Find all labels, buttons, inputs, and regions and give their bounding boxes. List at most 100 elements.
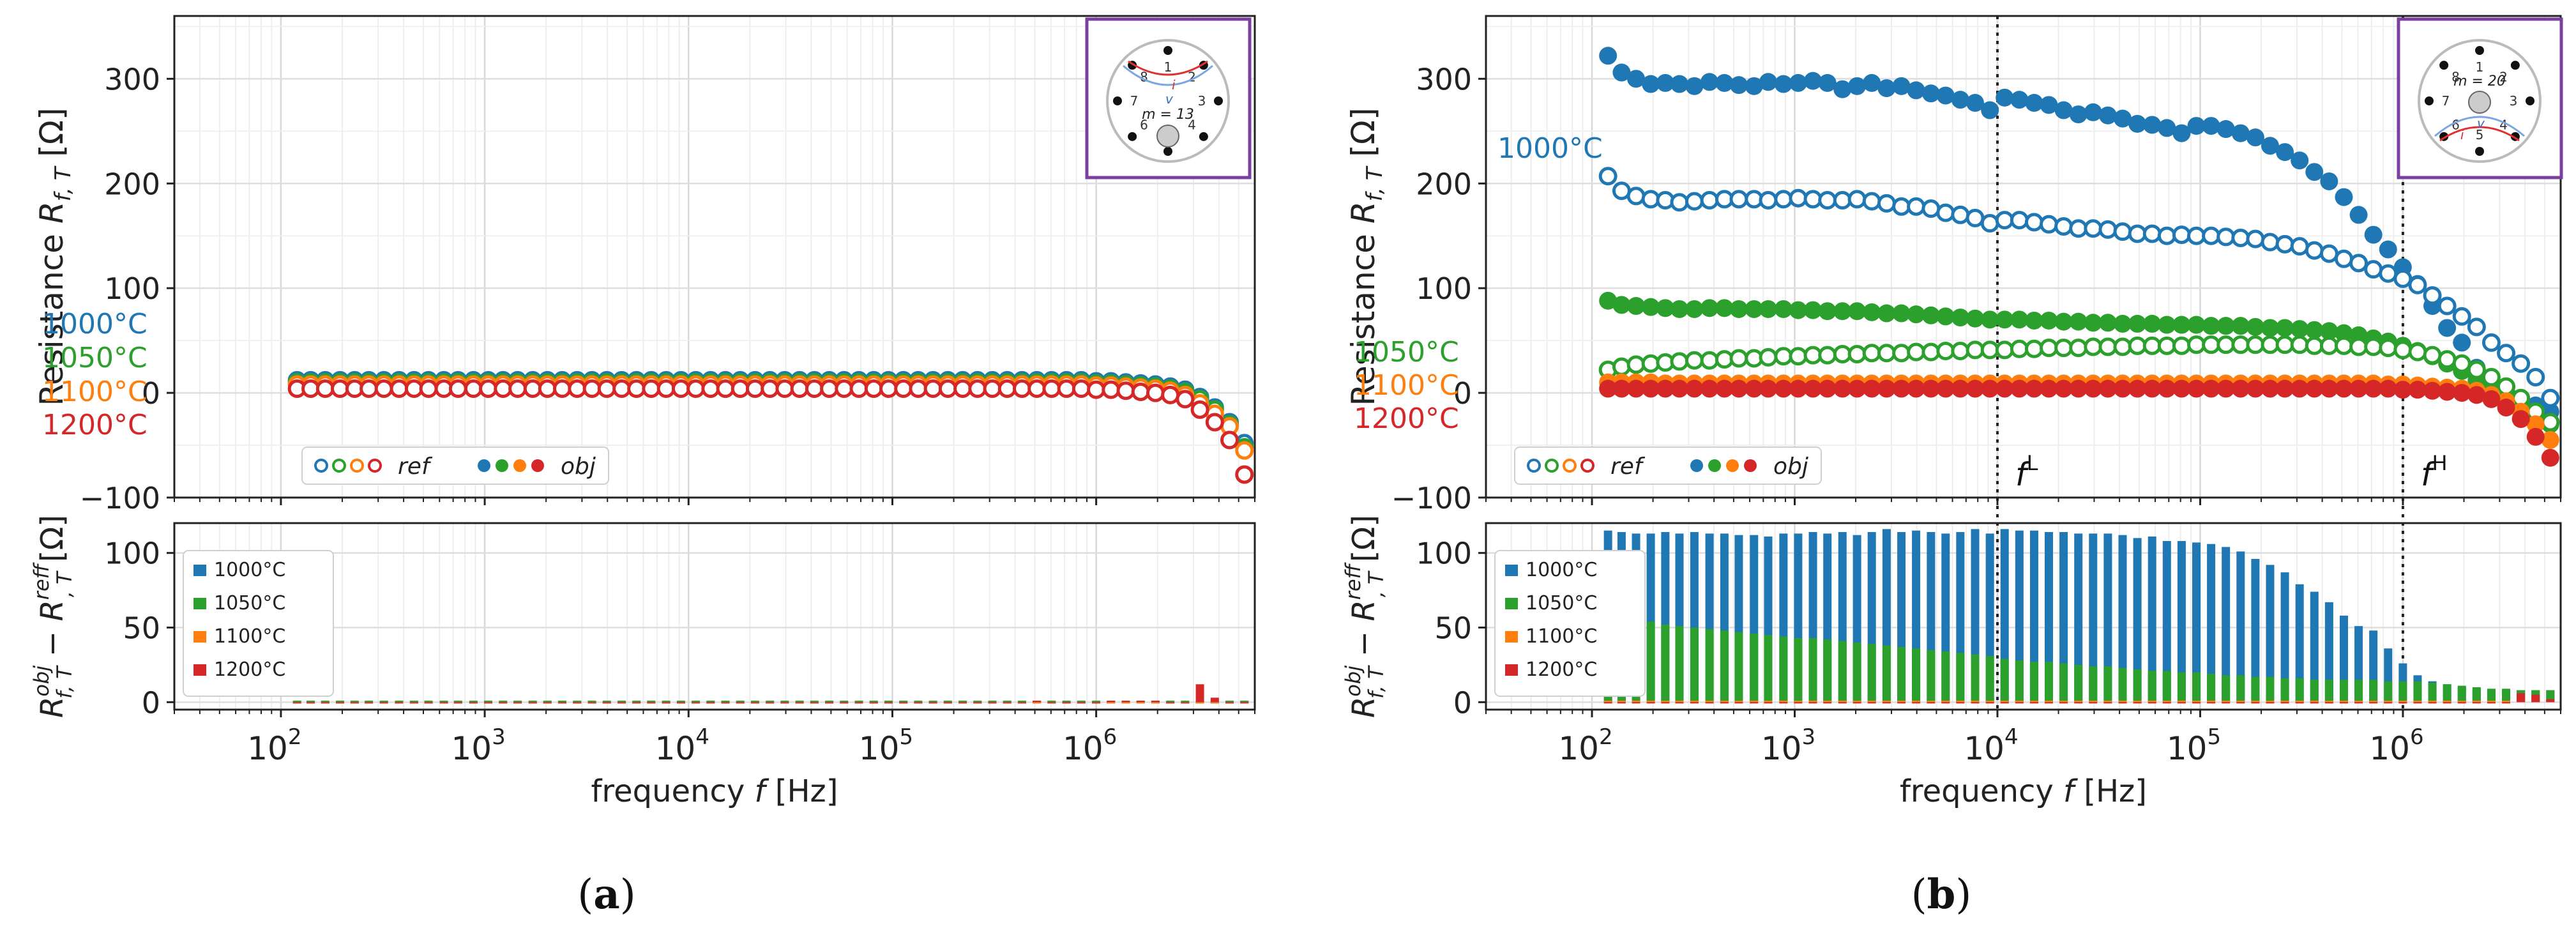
bar: [2118, 667, 2127, 703]
data-point: [1599, 47, 1618, 65]
bar: [780, 702, 789, 704]
data-point: [2069, 312, 2087, 331]
y-label-sym: R: [34, 697, 70, 718]
bar: [1720, 630, 1729, 703]
bar: [2324, 602, 2333, 703]
data-point: [1892, 77, 1911, 95]
y-label-sup: ref: [29, 561, 54, 600]
y-label-space: [1346, 621, 1382, 631]
bar: [2044, 662, 2053, 703]
data-point: [686, 379, 706, 399]
tank-outline: [2418, 39, 2542, 163]
bar: [2531, 694, 2540, 703]
bar: [1661, 702, 1670, 704]
data-point: [1729, 300, 1748, 318]
data-point: [2453, 333, 2471, 352]
bar: [2015, 660, 2024, 703]
bar: [1077, 700, 1086, 703]
data-point: [2276, 379, 2294, 398]
data-point: [1220, 430, 1239, 450]
data-point: [1951, 379, 1969, 398]
temp-annotation: 1000°C: [42, 308, 148, 340]
bar: [2517, 693, 2526, 703]
data-point: [1907, 379, 1925, 398]
data-point: [2187, 226, 2206, 245]
bar: [484, 700, 493, 703]
bar: [2413, 681, 2422, 703]
data-point: [2128, 336, 2147, 355]
bar: [1823, 639, 1832, 703]
bar: [2428, 700, 2437, 703]
data-point: [1161, 385, 1180, 404]
data-point: [2172, 379, 2191, 398]
data-point: [2290, 237, 2309, 256]
bar: [2413, 702, 2422, 704]
data-point: [1656, 379, 1674, 398]
data-point: [2261, 319, 2279, 337]
bar: [2148, 702, 2156, 704]
bar: [795, 700, 804, 703]
data-point: [1892, 379, 1911, 398]
bar: [662, 700, 671, 703]
bar: [1971, 702, 1980, 704]
bar: [2502, 702, 2511, 704]
bar: [721, 700, 730, 703]
x-tick-exp: 6: [2410, 724, 2424, 750]
bar: [1823, 700, 1832, 703]
x-tick-base: 10: [1761, 730, 1802, 767]
bar: [2207, 673, 2216, 703]
data-point: [2142, 224, 2162, 243]
data-point: [1863, 379, 1881, 398]
bar: [1734, 632, 1743, 703]
x-tick-exp: 6: [1103, 724, 1118, 750]
data-point: [1102, 380, 1121, 399]
data-point: [997, 379, 1017, 399]
legend-hollow-marker: [314, 459, 328, 473]
bar: [1720, 702, 1729, 704]
data-point: [1774, 75, 1792, 93]
legend-hollow-marker: [368, 459, 382, 473]
bar: [869, 702, 878, 704]
data-point: [983, 379, 1002, 399]
data-point: [1176, 390, 1195, 409]
x-tick-label: 106: [1063, 724, 1117, 767]
data-point: [2202, 317, 2220, 335]
bar: [1047, 700, 1056, 703]
electrode-dot: [2439, 61, 2449, 70]
data-point: [2025, 94, 2043, 112]
data-point: [1190, 400, 1209, 419]
data-point: [2319, 336, 2338, 355]
data-point: [2481, 368, 2501, 386]
bar: [2443, 700, 2451, 703]
legend-hollow-marker: [332, 459, 346, 473]
data-point: [2453, 384, 2471, 402]
bar: [602, 702, 611, 704]
bar: [350, 700, 359, 703]
bar: [1181, 702, 1190, 704]
bar: [721, 702, 730, 704]
data-point: [656, 379, 676, 399]
x-tick-label: 105: [859, 724, 913, 767]
data-point: [2246, 335, 2265, 354]
bar: [2044, 532, 2053, 703]
data-point: [2010, 379, 2029, 398]
y-tick-label: 300: [104, 62, 160, 96]
bar: [2059, 702, 2068, 704]
data-point: [2408, 381, 2427, 399]
data-point: [2172, 124, 2191, 142]
y-label-unit: [Ω]: [34, 515, 70, 562]
data-point: [1951, 91, 1969, 109]
bar: [795, 702, 804, 704]
panel-label-open: (: [577, 871, 593, 918]
x-tick-exp: 4: [2004, 724, 2019, 750]
data-point: [1804, 301, 1822, 319]
bar: [2103, 700, 2112, 703]
data-point: [2379, 264, 2398, 283]
bar: [2280, 678, 2289, 703]
bar: [2089, 702, 2098, 704]
data-point: [2143, 379, 2162, 398]
data-point: [2040, 379, 2058, 398]
bar: [335, 702, 344, 704]
bar: [1003, 702, 1011, 704]
data-point: [1729, 349, 1748, 368]
